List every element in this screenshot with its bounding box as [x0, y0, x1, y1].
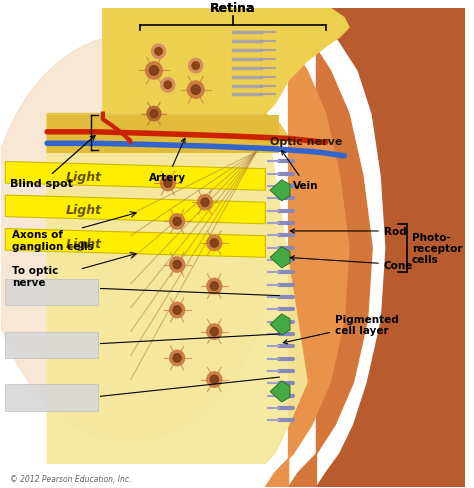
Text: Cone: Cone: [290, 256, 413, 270]
Circle shape: [189, 60, 203, 74]
Bar: [5, 385, 98, 411]
Circle shape: [210, 375, 219, 384]
Circle shape: [192, 63, 200, 70]
Circle shape: [170, 214, 184, 229]
Circle shape: [152, 45, 165, 60]
Circle shape: [207, 236, 222, 251]
Circle shape: [198, 195, 212, 210]
Polygon shape: [317, 9, 465, 488]
Text: Retina: Retina: [210, 2, 255, 16]
Text: Axons of
ganglion cells: Axons of ganglion cells: [12, 229, 94, 251]
Circle shape: [170, 350, 184, 366]
Circle shape: [146, 63, 162, 80]
Circle shape: [173, 306, 181, 315]
Text: Artery: Artery: [149, 139, 186, 183]
Polygon shape: [289, 9, 372, 488]
Polygon shape: [103, 9, 349, 114]
Circle shape: [155, 48, 162, 56]
Circle shape: [173, 261, 181, 269]
Circle shape: [147, 107, 161, 122]
Circle shape: [164, 180, 172, 188]
Circle shape: [170, 303, 184, 318]
Circle shape: [170, 257, 184, 273]
Circle shape: [210, 239, 219, 247]
Circle shape: [207, 279, 222, 294]
Polygon shape: [5, 162, 265, 191]
Circle shape: [191, 86, 201, 95]
Text: Optic nerve: Optic nerve: [270, 137, 342, 146]
Text: Light: Light: [66, 170, 102, 183]
Text: To optic
nerve: To optic nerve: [12, 265, 59, 287]
Text: Vein: Vein: [282, 151, 319, 191]
Bar: [5, 279, 98, 305]
Polygon shape: [47, 114, 289, 153]
Circle shape: [210, 328, 219, 336]
Polygon shape: [47, 114, 307, 464]
Polygon shape: [265, 9, 349, 488]
Circle shape: [161, 79, 175, 93]
Polygon shape: [270, 381, 290, 402]
Text: © 2012 Pearson Education, Inc.: © 2012 Pearson Education, Inc.: [10, 473, 131, 483]
Circle shape: [164, 82, 172, 89]
Text: Pigmented
cell layer: Pigmented cell layer: [283, 314, 399, 344]
Polygon shape: [270, 247, 290, 268]
Text: Light: Light: [66, 237, 102, 250]
Circle shape: [150, 110, 158, 118]
Polygon shape: [5, 196, 265, 224]
Circle shape: [201, 199, 209, 207]
Polygon shape: [270, 181, 290, 202]
Circle shape: [207, 372, 222, 387]
Circle shape: [187, 82, 204, 99]
Circle shape: [173, 218, 181, 226]
Circle shape: [149, 66, 158, 76]
Polygon shape: [5, 229, 265, 258]
Text: Photo-
receptor
cells: Photo- receptor cells: [411, 232, 462, 264]
Text: Retina: Retina: [210, 2, 255, 15]
Circle shape: [160, 176, 175, 191]
FancyBboxPatch shape: [47, 115, 279, 154]
Circle shape: [173, 354, 181, 363]
Text: Light: Light: [66, 203, 102, 217]
Ellipse shape: [0, 36, 274, 442]
Circle shape: [210, 282, 219, 291]
Text: Rod: Rod: [290, 226, 407, 237]
Polygon shape: [270, 314, 290, 335]
Text: Blind spot: Blind spot: [10, 136, 95, 189]
Circle shape: [207, 324, 222, 340]
Bar: [5, 332, 98, 358]
